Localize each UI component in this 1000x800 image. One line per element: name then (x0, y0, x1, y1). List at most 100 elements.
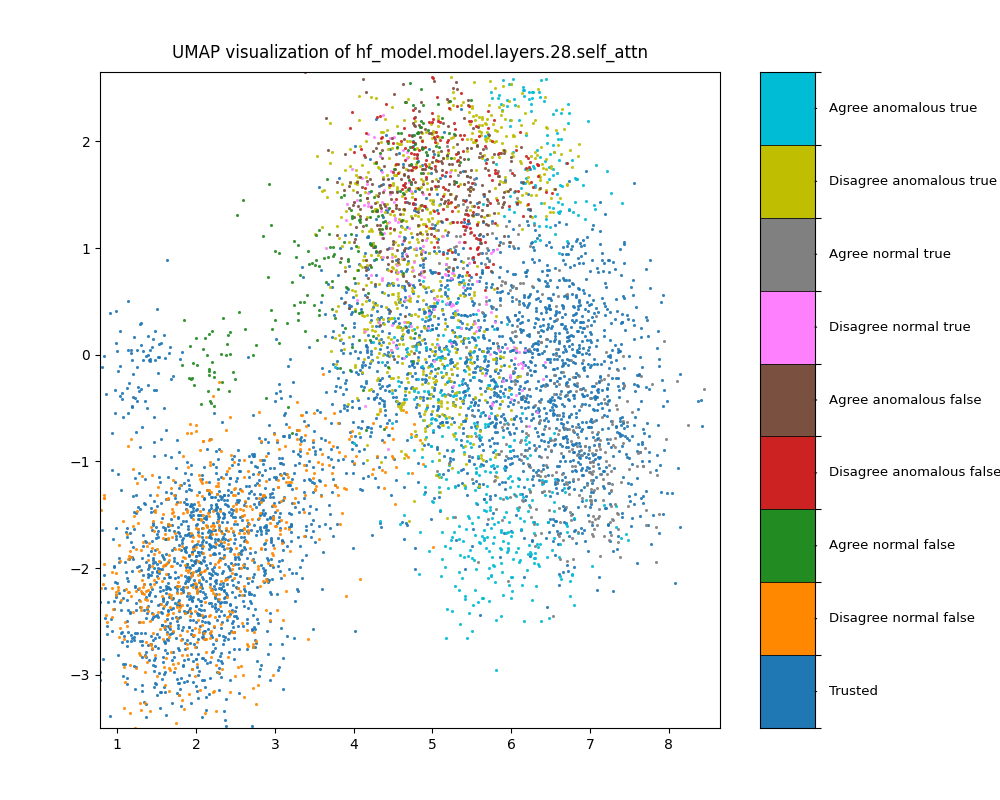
Point (549, 374, 565, 387)
Point (584, 446, 600, 459)
Point (448, 240, 464, 253)
Point (582, 455, 598, 468)
Point (512, 379, 528, 392)
Point (363, 268, 379, 281)
Point (545, 409, 561, 422)
Point (582, 489, 598, 502)
Point (249, 525, 265, 538)
Point (139, 540, 155, 553)
Point (554, 439, 570, 452)
Point (182, 418, 198, 430)
Point (201, 610, 217, 622)
Point (375, 170, 391, 183)
Point (466, 199, 482, 212)
Point (486, 206, 502, 219)
Point (485, 258, 501, 270)
Point (451, 566, 467, 578)
Point (483, 299, 499, 312)
Point (445, 397, 461, 410)
Point (522, 202, 538, 215)
Point (381, 327, 397, 340)
Point (459, 282, 475, 295)
Point (333, 291, 349, 304)
Point (205, 539, 221, 552)
Point (532, 171, 548, 184)
Point (275, 544, 291, 557)
Point (155, 532, 171, 545)
Point (580, 545, 596, 558)
Point (447, 386, 463, 399)
Point (489, 409, 505, 422)
Point (198, 591, 214, 604)
Point (526, 243, 542, 256)
Point (561, 334, 577, 346)
Point (393, 332, 409, 345)
Point (67, 595, 83, 608)
Point (616, 378, 632, 391)
Point (133, 600, 149, 613)
Point (197, 587, 213, 600)
Point (403, 158, 419, 170)
Point (195, 651, 211, 664)
Point (138, 556, 154, 569)
Point (456, 219, 472, 232)
Point (114, 387, 130, 400)
Point (392, 185, 408, 198)
Point (558, 377, 574, 390)
Point (596, 330, 612, 342)
Point (447, 191, 463, 204)
Point (175, 621, 191, 634)
Point (511, 298, 527, 310)
Point (278, 476, 294, 489)
Point (358, 86, 374, 98)
Point (554, 398, 570, 410)
Point (145, 658, 161, 671)
Point (319, 173, 335, 186)
Point (179, 606, 195, 618)
Point (558, 248, 574, 261)
Point (56, 620, 72, 633)
Point (400, 150, 416, 163)
Point (380, 361, 396, 374)
Point (407, 366, 423, 379)
Point (582, 494, 598, 506)
Point (156, 553, 172, 566)
Point (564, 161, 580, 174)
Point (208, 502, 224, 514)
Point (332, 242, 348, 254)
Point (579, 461, 595, 474)
Point (483, 280, 499, 293)
Point (298, 420, 314, 433)
Point (150, 525, 166, 538)
Point (240, 516, 256, 529)
Point (463, 133, 479, 146)
Point (164, 544, 180, 557)
Point (94, 361, 110, 374)
Point (510, 358, 526, 370)
Point (538, 186, 554, 198)
Point (229, 582, 245, 595)
Point (505, 279, 521, 292)
Point (299, 446, 315, 459)
Point (427, 136, 443, 149)
Point (550, 133, 566, 146)
Point (477, 409, 493, 422)
Point (269, 434, 285, 446)
Point (424, 175, 440, 188)
Point (345, 291, 361, 304)
Point (354, 171, 370, 184)
Point (216, 608, 232, 621)
Point (499, 318, 515, 330)
Point (560, 98, 576, 110)
Point (479, 131, 495, 144)
Point (602, 306, 618, 318)
Point (383, 311, 399, 324)
Point (297, 429, 313, 442)
Point (587, 390, 603, 402)
Point (563, 434, 579, 447)
Point (554, 359, 570, 372)
Point (146, 574, 162, 586)
Point (224, 563, 240, 576)
Point (385, 336, 401, 349)
Point (501, 516, 517, 529)
